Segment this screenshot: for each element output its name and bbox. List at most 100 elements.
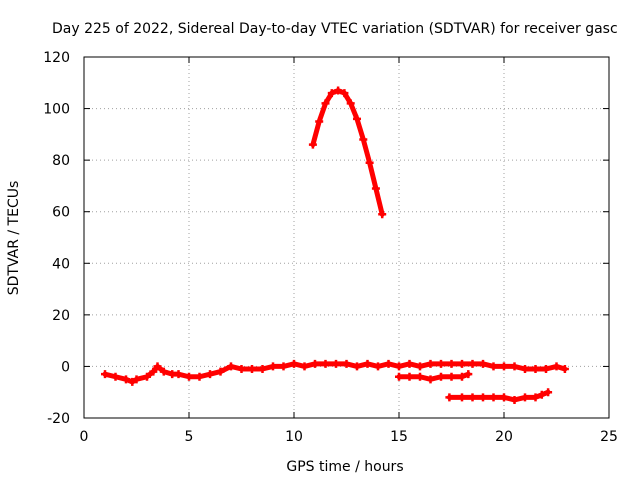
data-point xyxy=(521,365,529,374)
data-point xyxy=(365,158,374,167)
data-point xyxy=(374,362,382,371)
x-tick-label: 10 xyxy=(285,429,303,445)
data-point xyxy=(353,114,361,123)
data-point xyxy=(510,362,519,371)
data-point xyxy=(405,359,414,368)
data-point xyxy=(174,370,183,379)
data-point xyxy=(458,359,466,368)
chart-title: Day 225 of 2022, Sidereal Day-to-day VTE… xyxy=(52,21,618,37)
data-point xyxy=(300,362,309,371)
data-point xyxy=(447,372,456,381)
data-point xyxy=(153,362,162,371)
x-axis-label: GPS time / hours xyxy=(286,459,403,475)
data-point xyxy=(334,86,343,95)
data-point xyxy=(143,372,151,381)
data-point xyxy=(416,372,424,381)
y-tick-label: 20 xyxy=(52,308,70,324)
series-line-arc-low xyxy=(446,389,551,403)
data-point xyxy=(315,117,324,126)
tick-labels: 0 5 10 15 20 25 -20 0 20 40 60 80 100 120 xyxy=(43,50,618,445)
series-line-arc-peak xyxy=(310,88,385,217)
data-point xyxy=(332,359,340,368)
data-point xyxy=(489,393,498,402)
data-point xyxy=(426,359,435,368)
data-point xyxy=(185,372,193,381)
data-point xyxy=(447,359,456,368)
data-point xyxy=(464,370,473,379)
data-point xyxy=(308,140,317,149)
x-tick-label: 15 xyxy=(390,429,408,445)
data-point xyxy=(560,365,569,374)
data-point xyxy=(111,372,120,381)
x-tick-label: 20 xyxy=(495,429,513,445)
data-point xyxy=(159,367,168,376)
data-point xyxy=(395,362,403,371)
data-point xyxy=(122,375,130,384)
data-point xyxy=(279,362,288,371)
data-point xyxy=(132,375,141,384)
data-point xyxy=(128,377,137,386)
data-point xyxy=(290,359,298,368)
data-point xyxy=(149,367,158,376)
data-point xyxy=(544,388,553,397)
data-point xyxy=(342,359,351,368)
data-point xyxy=(531,365,540,374)
data-point xyxy=(321,359,330,368)
data-series xyxy=(101,86,569,404)
data-point xyxy=(206,370,214,379)
data-point xyxy=(468,359,477,368)
data-point xyxy=(327,89,336,98)
grid-lines xyxy=(84,57,609,418)
data-point xyxy=(378,210,387,219)
y-tick-label: 120 xyxy=(43,50,70,66)
data-point xyxy=(531,393,540,402)
data-point xyxy=(311,359,319,368)
data-point xyxy=(479,393,487,402)
data-point xyxy=(248,365,256,374)
data-point xyxy=(363,359,372,368)
x-tick-label: 5 xyxy=(185,429,194,445)
data-point xyxy=(468,393,477,402)
data-point xyxy=(340,89,349,98)
x-tick-label: 25 xyxy=(600,429,618,445)
data-point xyxy=(227,362,235,371)
data-point xyxy=(458,393,466,402)
data-point xyxy=(216,367,225,376)
data-point xyxy=(479,359,487,368)
data-point xyxy=(237,365,246,374)
data-point xyxy=(552,362,561,371)
data-point xyxy=(510,395,519,404)
data-point xyxy=(489,362,498,371)
plot-frame xyxy=(83,56,610,419)
y-tick-label: 40 xyxy=(52,256,70,272)
data-point xyxy=(426,375,435,384)
data-point xyxy=(500,362,508,371)
y-tick-label: 80 xyxy=(52,153,70,169)
data-point xyxy=(542,365,550,374)
data-point xyxy=(500,393,508,402)
y-tick-label: -20 xyxy=(47,411,70,427)
data-point xyxy=(346,99,355,108)
data-point xyxy=(359,135,368,144)
data-point xyxy=(521,393,529,402)
y-tick-label: 0 xyxy=(61,359,70,375)
data-point xyxy=(321,99,330,108)
data-point xyxy=(437,372,445,381)
y-axis-label: SDTVAR / TECUs xyxy=(6,181,22,296)
data-point xyxy=(195,372,204,381)
x-tick-label: 0 xyxy=(80,429,89,445)
data-point xyxy=(437,359,445,368)
data-point xyxy=(384,359,393,368)
y-tick-label: 60 xyxy=(52,205,70,221)
data-point xyxy=(353,362,361,371)
data-point xyxy=(101,370,109,379)
data-point xyxy=(269,362,277,371)
data-point xyxy=(445,393,454,402)
data-point xyxy=(371,184,380,193)
plot-axes xyxy=(83,56,610,419)
data-point xyxy=(458,372,466,381)
data-point xyxy=(405,372,414,381)
data-point xyxy=(416,362,424,371)
data-point xyxy=(395,372,403,381)
